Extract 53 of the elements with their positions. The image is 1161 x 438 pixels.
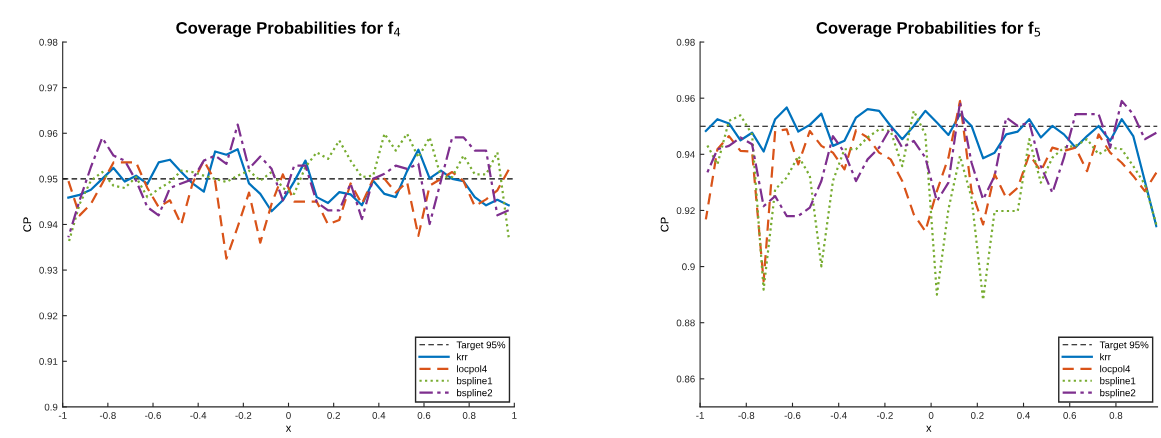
y-tick-label: 0.97 [39, 84, 58, 92]
y-tick-label: 0.95 [39, 175, 58, 183]
y-tick-label: 0.88 [676, 319, 695, 327]
x-tick-label: 0.2 [327, 412, 340, 419]
y-tick-label: 0.96 [39, 130, 58, 137]
x-tick-label: 0.6 [1063, 412, 1077, 419]
x-axis-title: x [926, 425, 932, 432]
y-axis-title: CP [23, 217, 32, 232]
y-tick-label: 0.9 [682, 263, 695, 271]
x-tick-label: -0.2 [235, 412, 252, 419]
legend-label: bspline2 [1100, 389, 1136, 399]
legend-label: bspline2 [457, 389, 493, 399]
x-tick-label: -0.4 [830, 412, 847, 419]
legend-label: locpol4 [457, 365, 487, 375]
x-tick-label: 0.6 [417, 412, 431, 419]
y-tick-label: 0.86 [676, 375, 695, 383]
y-tick-label: 0.91 [39, 358, 58, 365]
legend-label: krr [457, 353, 468, 361]
x-tick-label: -0.4 [190, 412, 207, 419]
x-tick-label: -0.6 [145, 412, 161, 419]
y-tick-label: 0.98 [676, 38, 695, 46]
x-tick-label: 0.4 [372, 412, 386, 419]
legend-label: locpol4 [1100, 365, 1131, 375]
x-tick-label: 0.4 [1017, 412, 1030, 419]
x-tick-label: 1 [512, 412, 517, 419]
legend-label: krr [1100, 353, 1111, 361]
y-tick-label: 0.98 [39, 38, 58, 46]
x-tick-label: 0 [286, 412, 291, 419]
y-tick-label: 0.94 [39, 221, 58, 229]
x-tick-label: -0.8 [99, 412, 116, 419]
x-tick-label: 0.2 [970, 412, 984, 419]
legend-label: Target 95% [456, 341, 506, 351]
y-tick-label: 0.94 [676, 151, 695, 158]
legend-label: bspline1 [1100, 377, 1136, 387]
legend-label: Target 95% [1099, 341, 1149, 351]
x-tick-label: -0.6 [784, 412, 801, 419]
y-tick-label: 0.92 [676, 207, 695, 215]
x-tick-label: -0.2 [876, 412, 893, 419]
x-tick-label: -0.8 [738, 412, 755, 419]
y-tick-label: 0.92 [39, 312, 58, 320]
x-tick-label: -1 [696, 412, 704, 419]
x-tick-label: -1 [58, 412, 67, 419]
x-axis-title: x [285, 425, 292, 432]
chart-title: Coverage Probabilities for f$_{4}$ [176, 21, 401, 38]
chart-title: Coverage Probabilities for f$_{5}$ [816, 21, 1041, 38]
y-tick-label: 0.96 [676, 94, 695, 102]
x-tick-label: 0 [928, 412, 934, 419]
x-tick-label: 0.8 [1109, 412, 1123, 419]
x-tick-label: 0.8 [462, 412, 476, 419]
y-tick-label: 0.93 [39, 266, 58, 274]
legend-label: bspline1 [457, 377, 493, 387]
y-tick-label: 0.9 [44, 403, 58, 411]
y-axis-title: CP [660, 217, 669, 232]
